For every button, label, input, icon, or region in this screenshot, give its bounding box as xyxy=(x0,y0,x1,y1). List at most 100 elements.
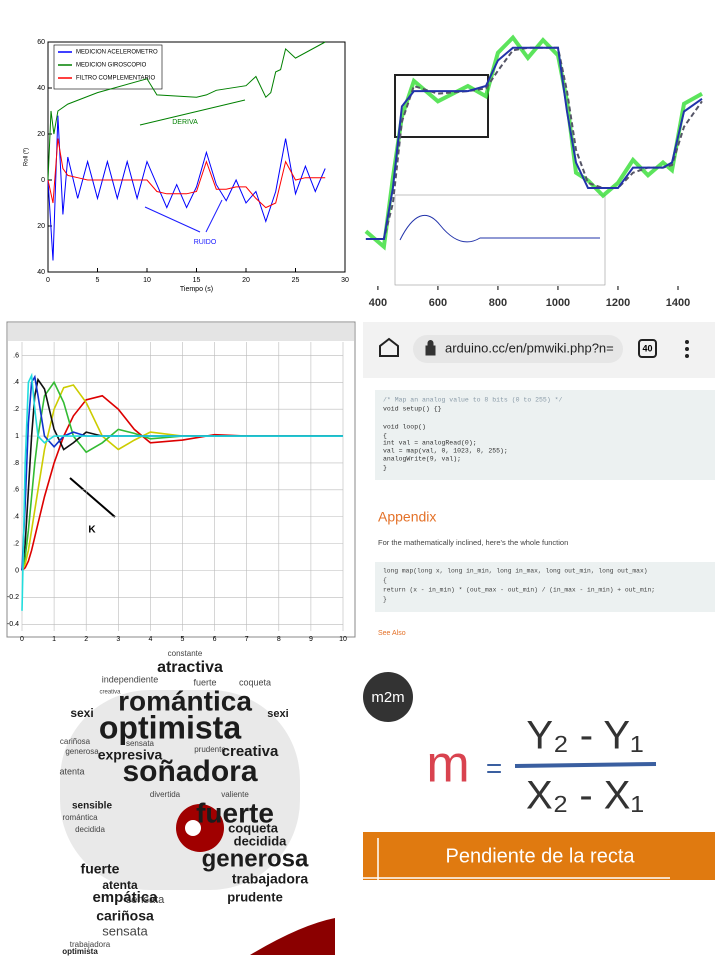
code-line: { xyxy=(383,433,387,440)
home-icon[interactable] xyxy=(379,337,399,357)
x-tick-label: 2 xyxy=(84,636,88,643)
symbol: m xyxy=(426,736,469,794)
x-tick-label: 10 xyxy=(143,277,151,284)
x-tick-label: 1 xyxy=(52,636,56,643)
y-tick-label: 60 xyxy=(37,39,45,46)
x-tick-label: 600 xyxy=(429,297,447,309)
x-tick-label: 8 xyxy=(277,636,281,643)
x-tick-label: 15 xyxy=(193,277,201,284)
code-line: long map(long x, long in_min, long in_ma… xyxy=(383,568,648,575)
tabs-button[interactable] xyxy=(638,339,657,358)
cloud-word: sensata xyxy=(126,739,155,748)
logo: m2m xyxy=(371,689,404,706)
url-bar[interactable] xyxy=(413,335,623,363)
cloud-word: atenta xyxy=(59,766,84,776)
cloud-word: constante xyxy=(168,649,203,658)
heading: Appendix xyxy=(378,509,436,525)
x-tick-label: 1200 xyxy=(606,297,630,309)
x-tick-label: 4 xyxy=(148,636,152,643)
cloud-word: cariñosa xyxy=(60,737,91,746)
x-tick-label: 9 xyxy=(309,636,313,643)
y-tick-label: .2 xyxy=(13,540,19,547)
y-tick-label: .8 xyxy=(13,460,19,467)
decoration xyxy=(250,918,335,955)
annotation: DERIVA xyxy=(172,119,198,126)
caption: Pendiente de la recta xyxy=(445,845,635,867)
annotation-arrow xyxy=(69,477,116,518)
y-tick-label: .4 xyxy=(13,514,19,521)
cloud-word: valiente xyxy=(221,790,249,799)
logo-bg xyxy=(363,672,413,722)
cloud-word: sensible xyxy=(72,801,112,812)
cloud-word: soñadora xyxy=(122,755,257,788)
tab-count: 40 xyxy=(642,343,652,353)
cloud-word: trabajadora xyxy=(70,940,111,949)
y-axis-label: Roll (º) xyxy=(23,148,30,166)
cloud-word: romántica xyxy=(118,685,252,716)
y-tick-label: .6 xyxy=(13,487,19,494)
y-tick-label: 40 xyxy=(37,269,45,276)
code-line: val = map(val, 0, 1023, 0, 255); xyxy=(383,448,508,455)
x-tick-label: 1400 xyxy=(666,297,690,309)
inset xyxy=(394,194,606,286)
decoration xyxy=(185,820,201,836)
inset-curve xyxy=(399,215,600,243)
cloud-word: decidida xyxy=(234,833,288,848)
cloud-word: sensata xyxy=(126,894,165,906)
cloud-word: fuerte xyxy=(193,677,216,687)
annotation-arrow xyxy=(205,199,223,233)
cloud-word: optimista xyxy=(99,709,241,745)
legend-label: FILTRO COMPLEMENTARIO xyxy=(76,76,155,82)
cloud-word: sensata xyxy=(102,923,148,938)
denominator: X₂ - X₁ xyxy=(526,774,644,818)
annotation-arrow xyxy=(139,99,246,126)
cloud-word: expresiva xyxy=(98,747,163,763)
y-tick-label: .2 xyxy=(13,406,19,413)
code-line: /* Map an analog value to 8 bits (0 to 2… xyxy=(383,397,563,404)
legend-label: MEDICION GIROSCOPIO xyxy=(76,63,147,69)
x-tick-label: 1000 xyxy=(546,297,570,309)
x-tick-label: 20 xyxy=(242,277,250,284)
y-tick-label: .4 xyxy=(13,379,19,386)
cloud-word: optimista xyxy=(62,947,98,956)
x-tick-label: 3 xyxy=(116,636,120,643)
x-tick-label: 800 xyxy=(489,297,507,309)
fraction-bar xyxy=(514,762,657,768)
x-tick-label: 6 xyxy=(213,636,217,643)
x-tick-label: 30 xyxy=(341,277,349,284)
cloud-word: romántica xyxy=(62,813,98,822)
code-line: analogWrite(9, val); xyxy=(383,456,461,463)
code-line: return (x - in_min) * (out_max - out_min… xyxy=(383,587,655,594)
menu-dot xyxy=(685,347,689,351)
y-tick-label: -0.4 xyxy=(7,621,19,628)
x-tick-label: 0 xyxy=(20,636,24,643)
code-line: } xyxy=(383,596,387,603)
cloud-word: coqueta xyxy=(239,677,271,687)
code-line: { xyxy=(383,577,387,584)
annotation: K xyxy=(88,525,96,536)
annotation-arrow xyxy=(144,206,201,233)
cloud-word: fuerte xyxy=(81,861,120,877)
x-tick-label: 5 xyxy=(181,636,185,643)
cloud-word: coqueta xyxy=(228,820,279,835)
x-tick-label: 10 xyxy=(339,636,347,643)
panel-bg xyxy=(6,321,356,638)
y-tick-label: .6 xyxy=(13,352,19,359)
toolbar xyxy=(8,323,354,341)
cloud-word: prudente xyxy=(194,745,226,754)
cloud-word: trabajadora xyxy=(232,871,308,887)
x-tick-label: 25 xyxy=(292,277,300,284)
x-tick-label: 0 xyxy=(46,277,50,284)
cloud-word: atractiva xyxy=(157,659,223,676)
legend-label: MEDICION ACELEROMETRO xyxy=(76,50,158,56)
menu-dot[interactable] xyxy=(685,340,689,344)
x-tick-label: 7 xyxy=(245,636,249,643)
data-line xyxy=(365,46,703,240)
cloud-word: decidida xyxy=(75,825,105,834)
code-block xyxy=(375,390,715,480)
y-tick-label: 40 xyxy=(37,85,45,92)
caption-bar xyxy=(363,832,715,880)
x-axis-label: Tiempo (s) xyxy=(180,286,213,293)
url: arduino.cc/en/pmwiki.php?n= xyxy=(445,340,614,355)
